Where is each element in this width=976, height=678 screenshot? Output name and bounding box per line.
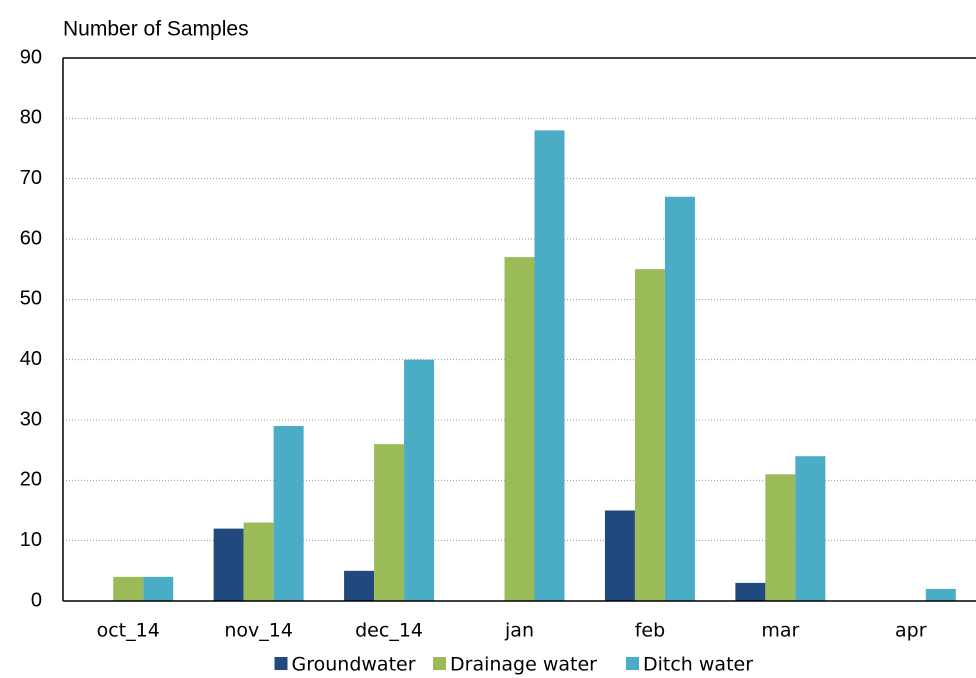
legend-label: Groundwater: [292, 654, 416, 676]
bar: [735, 582, 766, 601]
bar: [765, 474, 796, 601]
bar: [344, 570, 375, 601]
bar: [604, 510, 635, 601]
x-tick-label: apr: [895, 620, 927, 642]
y-tick-label: 20: [20, 469, 42, 491]
bar: [213, 528, 244, 601]
legend-swatch: [626, 657, 639, 670]
bar: [404, 359, 435, 601]
y-tick-label: 10: [20, 529, 42, 551]
x-tick-label: jan: [504, 620, 534, 642]
bar: [243, 522, 274, 601]
y-tick-label: 60: [20, 227, 42, 249]
y-tick-label: 50: [20, 288, 42, 310]
bar: [143, 576, 174, 601]
bar: [113, 576, 144, 601]
y-tick-label: 30: [20, 408, 42, 430]
bar: [795, 456, 826, 601]
x-tick-label: feb: [635, 620, 665, 642]
y-tick-label: 80: [20, 107, 42, 129]
y-tick-label: 40: [20, 348, 42, 370]
bar: [634, 269, 665, 601]
bar: [925, 588, 956, 601]
legend-label: Ditch water: [643, 654, 753, 676]
x-tick-label: oct_14: [97, 620, 160, 642]
bar: [534, 130, 565, 601]
legend-swatch: [433, 657, 446, 670]
bar: [273, 426, 304, 601]
x-tick-label: nov_14: [224, 620, 293, 642]
x-tick-label: dec_14: [355, 620, 423, 642]
bar: [374, 444, 405, 601]
y-tick-label: 90: [20, 46, 42, 68]
legend-swatch: [274, 657, 288, 670]
y-tick-label: 0: [31, 589, 42, 611]
chart-title: Number of Samples: [63, 18, 249, 41]
y-tick-label: 70: [20, 167, 42, 189]
bar: [664, 196, 695, 601]
x-tick-label: mar: [761, 620, 799, 642]
bar: [504, 257, 535, 601]
legend-label: Drainage water: [450, 654, 597, 676]
